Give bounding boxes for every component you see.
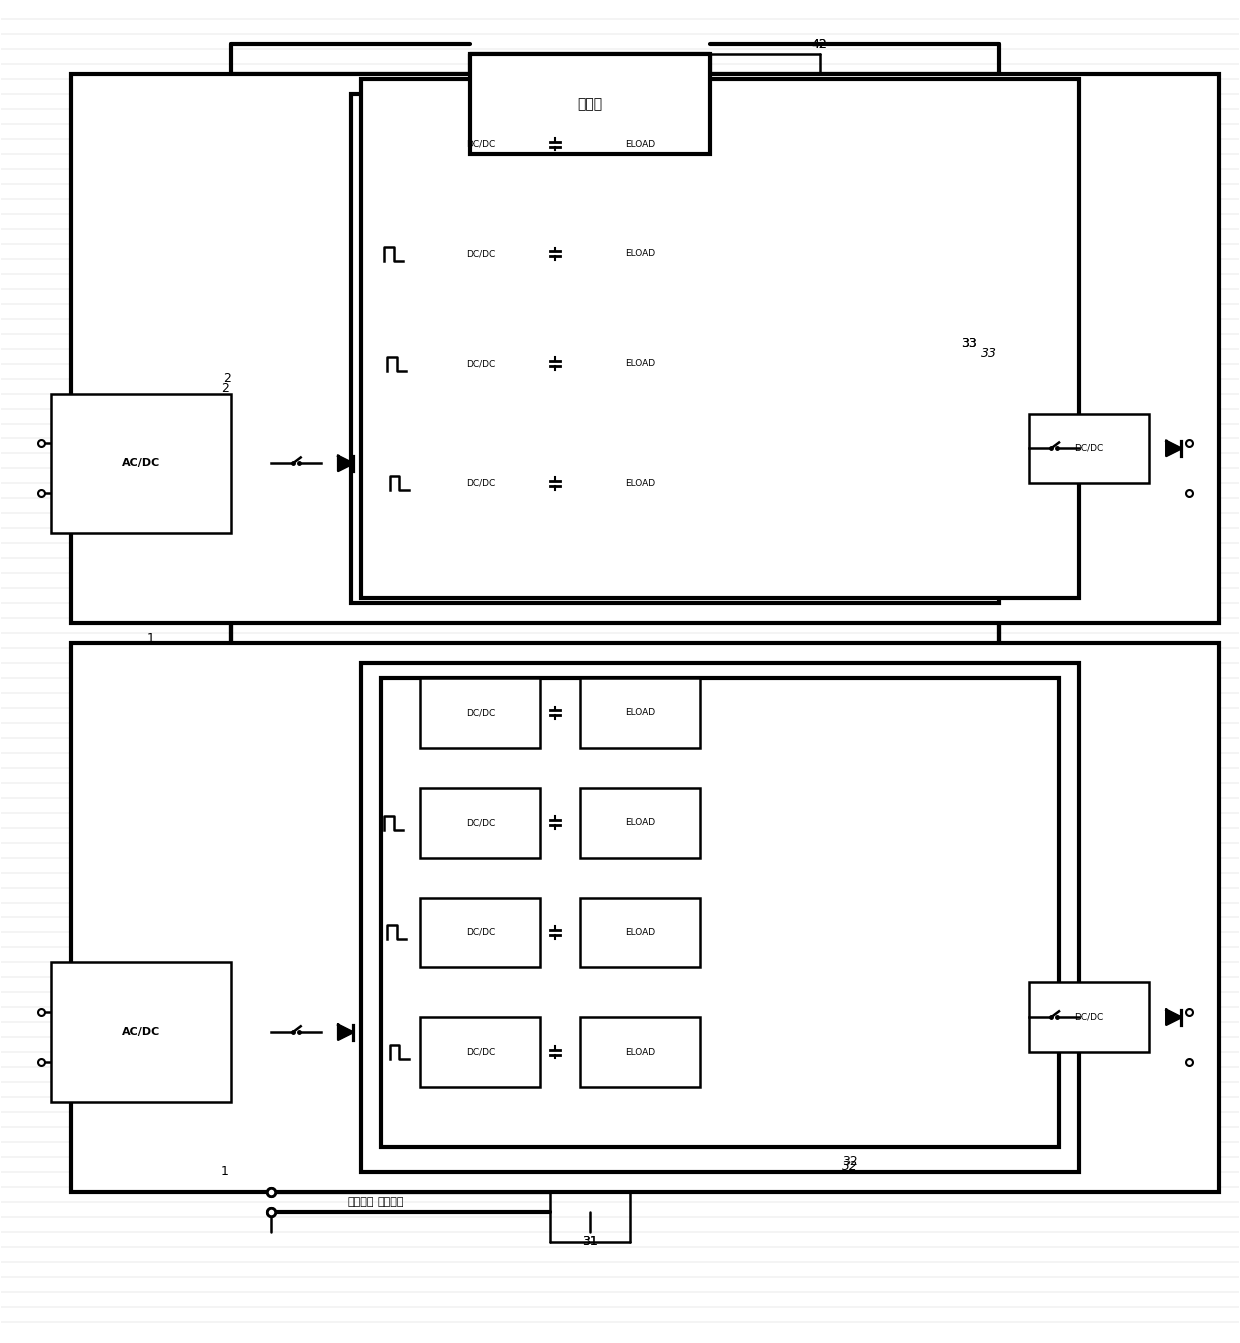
Bar <box>71 74 1219 623</box>
Bar <box>420 109 541 179</box>
Bar <box>1029 414 1148 483</box>
Text: ELOAD: ELOAD <box>625 928 655 937</box>
Text: DC/DC: DC/DC <box>466 928 495 937</box>
Text: ELOAD: ELOAD <box>625 250 655 258</box>
Text: DC/DC: DC/DC <box>466 1048 495 1057</box>
Bar <box>420 678 541 748</box>
Text: DC/DC: DC/DC <box>1074 1013 1104 1022</box>
Bar <box>51 393 231 533</box>
Text: 直流母线: 直流母线 <box>347 1197 373 1207</box>
Bar <box>580 329 699 399</box>
Text: 下位机: 下位机 <box>578 97 603 111</box>
Bar <box>361 79 1079 598</box>
Text: DC/DC: DC/DC <box>466 140 495 149</box>
Text: DC/DC: DC/DC <box>1074 445 1104 453</box>
Text: 33: 33 <box>961 337 977 351</box>
Bar <box>420 219 541 289</box>
Text: ELOAD: ELOAD <box>625 818 655 827</box>
Bar <box>51 963 231 1103</box>
Text: 31: 31 <box>583 1236 598 1248</box>
Text: 33: 33 <box>961 337 977 351</box>
Bar <box>580 109 699 179</box>
Bar <box>580 1017 699 1086</box>
Text: ELOAD: ELOAD <box>625 359 655 368</box>
Bar <box>580 897 699 967</box>
Bar <box>580 449 699 518</box>
Text: DC/DC: DC/DC <box>466 708 495 717</box>
Polygon shape <box>1167 1010 1182 1025</box>
Polygon shape <box>1167 441 1182 455</box>
Text: 直流母线: 直流母线 <box>377 1197 404 1207</box>
Polygon shape <box>339 455 353 471</box>
Text: 42: 42 <box>812 38 827 51</box>
Bar <box>420 788 541 858</box>
Text: ELOAD: ELOAD <box>625 708 655 717</box>
Bar <box>1029 982 1148 1052</box>
Bar <box>580 219 699 289</box>
Text: 32: 32 <box>842 1160 858 1174</box>
Polygon shape <box>339 1025 353 1039</box>
Text: DC/DC: DC/DC <box>466 359 495 368</box>
Bar <box>420 1017 541 1086</box>
Text: 31: 31 <box>583 1236 598 1248</box>
Text: ELOAD: ELOAD <box>625 1048 655 1057</box>
Bar <box>71 643 1219 1193</box>
Text: 2: 2 <box>221 383 228 395</box>
Bar <box>420 449 541 518</box>
Bar <box>351 94 999 603</box>
Text: 32: 32 <box>842 1155 857 1168</box>
Bar <box>381 94 1059 573</box>
Text: DC/DC: DC/DC <box>466 479 495 488</box>
Bar <box>361 663 1079 1172</box>
Text: 2: 2 <box>223 372 231 385</box>
Text: DC/DC: DC/DC <box>466 250 495 258</box>
Text: AC/DC: AC/DC <box>122 458 160 469</box>
Text: DC/DC: DC/DC <box>466 818 495 827</box>
Bar <box>580 788 699 858</box>
Text: 1: 1 <box>221 1166 228 1178</box>
Bar <box>420 329 541 399</box>
Bar <box>381 678 1059 1147</box>
Bar <box>580 678 699 748</box>
Text: 1: 1 <box>148 631 155 645</box>
Bar <box>420 897 541 967</box>
Text: ELOAD: ELOAD <box>625 140 655 149</box>
Bar <box>470 54 709 154</box>
Text: 33: 33 <box>981 346 997 360</box>
Text: 42: 42 <box>812 38 827 51</box>
Text: AC/DC: AC/DC <box>122 1027 160 1037</box>
Text: ELOAD: ELOAD <box>625 479 655 488</box>
